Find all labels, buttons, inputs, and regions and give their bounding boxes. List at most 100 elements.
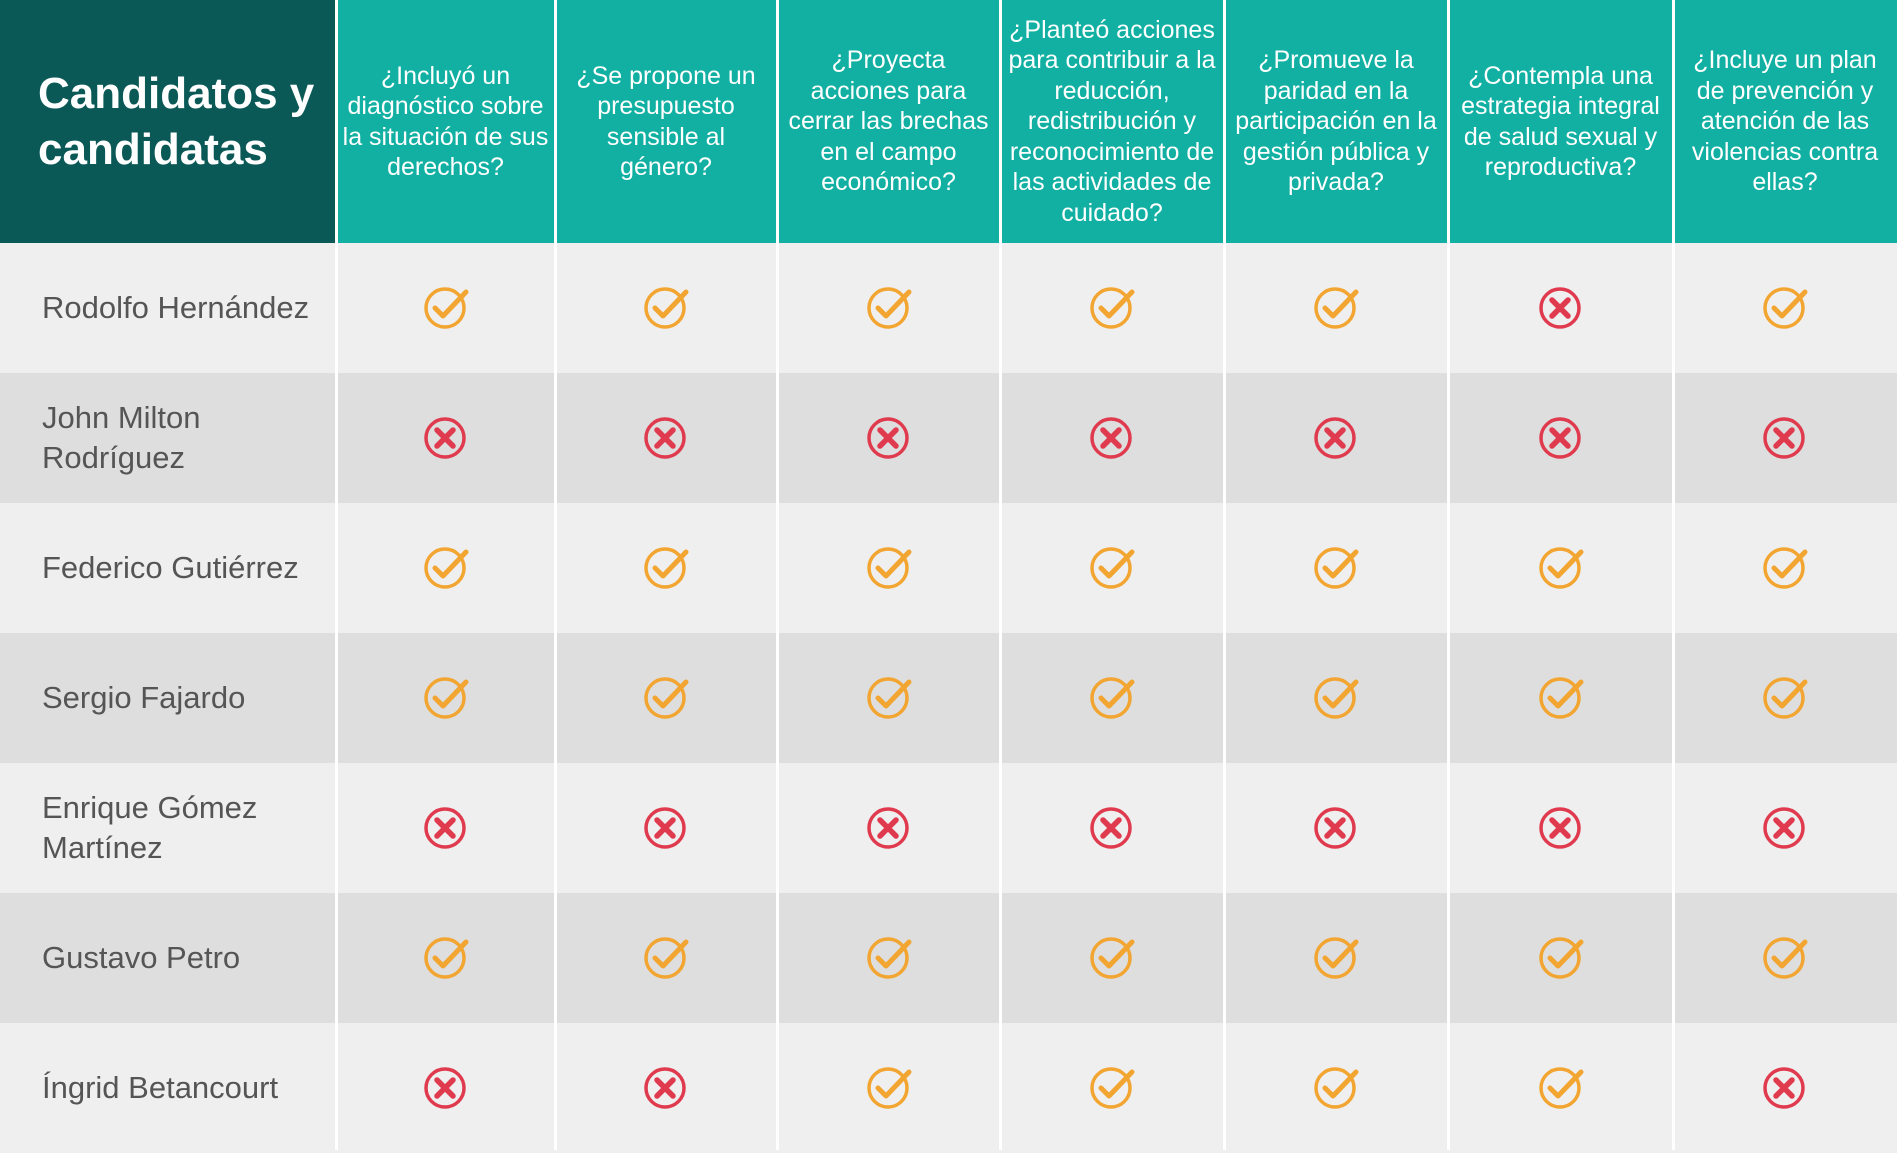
x-circle-icon	[1538, 287, 1581, 329]
answer-cell	[555, 243, 777, 373]
check-circle-icon	[1314, 547, 1359, 589]
answer-cell	[1000, 893, 1224, 1023]
check-circle-icon	[866, 287, 911, 329]
candidate-cell: Gustavo Petro	[0, 893, 336, 1023]
candidate-name: Íngrid Betancourt	[42, 1070, 279, 1105]
answer-cell	[555, 633, 777, 763]
answer-cell	[1673, 633, 1897, 763]
candidate-name: Enrique Gómez Martínez	[42, 790, 258, 865]
column-header-label: ¿Incluye un plan de prevención y atenció…	[1691, 46, 1879, 197]
candidate-cell: Federico Gutiérrez	[0, 503, 336, 633]
column-header-3: ¿Proyecta acciones para cerrar las brech…	[777, 0, 1000, 243]
check-circle-icon	[866, 677, 911, 719]
column-header-label: ¿Proyecta acciones para cerrar las brech…	[788, 46, 989, 197]
candidate-cell: Íngrid Betancourt	[0, 1023, 336, 1153]
answer-cell	[1224, 1023, 1448, 1153]
table-row: Íngrid Betancourt	[0, 1023, 1897, 1153]
answer-cell	[777, 633, 1000, 763]
answer-cell	[555, 373, 777, 503]
check-circle-icon	[1090, 937, 1135, 979]
answer-cell	[1000, 763, 1224, 893]
check-circle-icon	[1538, 677, 1583, 719]
column-divider	[335, 0, 338, 1150]
answer-cell	[336, 633, 555, 763]
check-circle-icon	[423, 937, 468, 979]
column-divider	[1672, 0, 1675, 1150]
check-circle-icon	[1763, 937, 1808, 979]
answer-cell	[336, 1023, 555, 1153]
column-header-label: ¿Promueve la paridad en la participación…	[1235, 46, 1437, 197]
answer-cell	[777, 893, 1000, 1023]
x-circle-icon	[1763, 1067, 1805, 1109]
candidate-name: Gustavo Petro	[42, 940, 241, 975]
x-circle-icon	[1314, 417, 1356, 459]
check-circle-icon	[423, 677, 468, 719]
x-circle-icon	[423, 417, 466, 459]
x-circle-icon	[1314, 807, 1356, 849]
table-row: Federico Gutiérrez	[0, 503, 1897, 633]
answer-cell	[555, 1023, 777, 1153]
check-circle-icon	[1538, 1067, 1583, 1109]
x-circle-icon	[644, 807, 686, 849]
answer-cell	[555, 893, 777, 1023]
candidate-name: Sergio Fajardo	[42, 680, 246, 715]
answer-cell	[1224, 633, 1448, 763]
column-header-4: ¿Planteó acciones para contribuir a la r…	[1000, 0, 1224, 243]
x-circle-icon	[866, 807, 909, 849]
answer-cell	[777, 503, 1000, 633]
x-circle-icon	[423, 807, 466, 849]
column-header-6: ¿Contempla una estrategia integral de sa…	[1448, 0, 1673, 243]
answer-cell	[336, 503, 555, 633]
check-circle-icon	[1090, 677, 1135, 719]
column-divider	[1447, 0, 1450, 1150]
x-circle-icon	[644, 1067, 686, 1109]
column-divider	[1223, 0, 1226, 1150]
column-header-label: ¿Planteó acciones para contribuir a la r…	[1008, 15, 1216, 227]
column-header-5: ¿Promueve la paridad en la participación…	[1224, 0, 1448, 243]
candidate-cell: Rodolfo Hernández	[0, 243, 336, 373]
check-circle-icon	[1314, 287, 1359, 329]
table-row: Enrique Gómez Martínez	[0, 763, 1897, 893]
check-circle-icon	[866, 937, 911, 979]
table-row: John Milton Rodríguez	[0, 373, 1897, 503]
answer-cell	[1448, 633, 1673, 763]
table-row: Sergio Fajardo	[0, 633, 1897, 763]
answer-cell	[1224, 503, 1448, 633]
x-circle-icon	[644, 417, 686, 459]
check-circle-icon	[644, 937, 689, 979]
column-header-7: ¿Incluye un plan de prevención y atenció…	[1673, 0, 1897, 243]
check-circle-icon	[1763, 547, 1808, 589]
x-circle-icon	[1763, 417, 1805, 459]
table-title: Candidatos y candidatas	[38, 68, 315, 174]
column-header-label: ¿Se propone un presupuesto sensible al g…	[576, 61, 756, 182]
x-circle-icon	[423, 1067, 466, 1109]
answer-cell	[1000, 373, 1224, 503]
x-circle-icon	[1090, 417, 1132, 459]
check-circle-icon	[1763, 287, 1808, 329]
answer-cell	[1673, 893, 1897, 1023]
candidate-name: Federico Gutiérrez	[42, 550, 299, 585]
check-circle-icon	[1763, 677, 1808, 719]
check-circle-icon	[866, 1067, 911, 1109]
check-circle-icon	[644, 677, 689, 719]
candidate-name: John Milton Rodríguez	[42, 400, 201, 475]
answer-cell	[1448, 893, 1673, 1023]
check-circle-icon	[1538, 547, 1583, 589]
x-circle-icon	[1090, 807, 1132, 849]
column-header-1: ¿Incluyó un diagnóstico sobre la situaci…	[336, 0, 555, 243]
column-divider	[776, 0, 779, 1150]
answer-cell	[1224, 893, 1448, 1023]
answer-cell	[777, 763, 1000, 893]
answer-cell	[1000, 503, 1224, 633]
candidate-cell: John Milton Rodríguez	[0, 373, 336, 503]
column-header-label: ¿Incluyó un diagnóstico sobre la situaci…	[342, 61, 549, 182]
answer-cell	[1448, 243, 1673, 373]
answer-cell	[1673, 763, 1897, 893]
x-circle-icon	[866, 417, 909, 459]
answer-cell	[1673, 1023, 1897, 1153]
column-header-label: ¿Contempla una estrategia integral de sa…	[1461, 61, 1660, 182]
check-circle-icon	[423, 547, 468, 589]
column-divider	[999, 0, 1002, 1150]
check-circle-icon	[1314, 1067, 1359, 1109]
